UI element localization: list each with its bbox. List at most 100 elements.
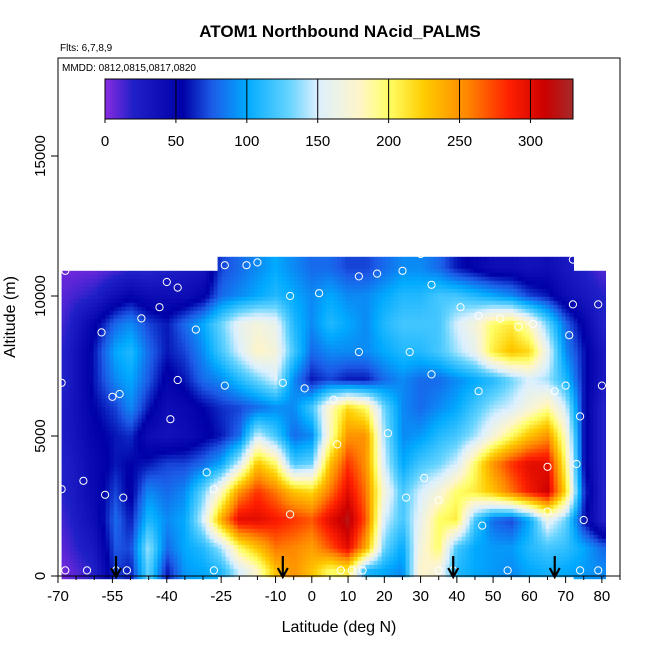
heatmap-cell — [117, 574, 122, 580]
heatmap-cell — [169, 286, 174, 292]
heatmap-cell — [125, 498, 130, 504]
heatmap-cell — [89, 310, 94, 316]
heatmap-cell — [309, 572, 314, 578]
heatmap-cell — [149, 302, 154, 308]
heatmap-cell — [169, 374, 174, 380]
heatmap-cell — [137, 362, 142, 368]
heatmap-cell — [69, 386, 74, 392]
heatmap-cell — [241, 512, 246, 518]
heatmap-cell — [185, 446, 190, 452]
heatmap-cell — [137, 386, 142, 392]
heatmap-cell — [121, 278, 126, 284]
heatmap-cell — [237, 328, 242, 334]
heatmap-cell — [85, 530, 90, 536]
heatmap-cell — [161, 398, 166, 404]
heatmap-cell — [169, 358, 174, 364]
heatmap-cell — [81, 314, 86, 320]
heatmap-cell — [137, 518, 142, 524]
heatmap-cell — [285, 276, 290, 282]
heatmap-cell — [305, 376, 310, 382]
heatmap-cell — [245, 348, 250, 354]
heatmap-cell — [273, 444, 278, 450]
heatmap-cell — [273, 400, 278, 406]
heatmap-cell — [297, 328, 302, 334]
heatmap-cell — [129, 378, 134, 384]
heatmap-cell — [161, 394, 166, 400]
heatmap-cell — [189, 558, 194, 564]
heatmap-cell — [289, 496, 294, 502]
heatmap-cell — [213, 446, 218, 452]
heatmap-cell — [265, 412, 270, 418]
heatmap-cell — [153, 534, 158, 540]
heatmap-cell — [145, 470, 150, 476]
heatmap-cell — [137, 334, 142, 340]
heatmap-cell — [141, 334, 146, 340]
heatmap-cell — [241, 456, 246, 462]
heatmap-cell — [281, 320, 286, 326]
heatmap-cell — [69, 470, 74, 476]
heatmap-cell — [237, 384, 242, 390]
heatmap-cell — [305, 556, 310, 562]
heatmap-cell — [233, 396, 238, 402]
heatmap-cell — [297, 568, 302, 574]
heatmap-cell — [217, 456, 222, 462]
heatmap-cell — [293, 544, 298, 550]
heatmap-cell — [213, 410, 218, 416]
heatmap-cell — [173, 298, 178, 304]
heatmap-cell — [273, 424, 278, 430]
heatmap-cell — [177, 458, 182, 464]
heatmap-cell — [209, 358, 214, 364]
heatmap-cell — [129, 518, 134, 524]
heatmap-cell — [241, 356, 246, 362]
heatmap-cell — [293, 324, 298, 330]
heatmap-cell — [145, 382, 150, 388]
heatmap-cell — [109, 454, 114, 460]
heatmap-cell — [249, 416, 254, 422]
heatmap-cell — [225, 428, 230, 434]
heatmap-cell — [165, 462, 170, 468]
heatmap-cell — [309, 412, 314, 418]
heatmap-cell — [213, 326, 218, 332]
heatmap-cell — [85, 410, 90, 416]
heatmap-cell — [213, 462, 218, 468]
heatmap-cell — [205, 318, 210, 324]
heatmap-cell — [93, 302, 98, 308]
heatmap-cell — [97, 538, 102, 544]
heatmap-cell — [301, 564, 306, 570]
heatmap-cell — [253, 544, 258, 550]
heatmap-cell — [93, 374, 98, 380]
heatmap-cell — [141, 482, 146, 488]
heatmap-cell — [257, 356, 262, 362]
heatmap-cell — [181, 358, 186, 364]
heatmap-cell — [189, 394, 194, 400]
heatmap-cell — [157, 310, 162, 316]
heatmap-cell — [253, 404, 258, 410]
heatmap-cell — [301, 560, 306, 566]
heatmap-cell — [265, 468, 270, 474]
heatmap-cell — [293, 272, 298, 278]
heatmap-cell — [273, 296, 278, 302]
heatmap-cell — [309, 260, 314, 266]
heatmap-cell — [69, 438, 74, 444]
heatmap-cell — [253, 272, 258, 278]
heatmap-cell — [269, 436, 274, 442]
heatmap-cell — [125, 494, 130, 500]
heatmap-cell — [225, 268, 230, 274]
heatmap-cell — [241, 384, 246, 390]
heatmap-cell — [81, 454, 86, 460]
heatmap-cell — [85, 434, 90, 440]
heatmap-cell — [177, 430, 182, 436]
heatmap-cell — [153, 470, 158, 476]
heatmap-cell — [237, 420, 242, 426]
heatmap-cell — [305, 432, 310, 438]
heatmap-cell — [281, 276, 286, 282]
heatmap-cell — [101, 546, 106, 552]
heatmap-cell — [249, 520, 254, 526]
heatmap-cell — [85, 506, 90, 512]
heatmap-cell — [209, 498, 214, 504]
heatmap-cell — [245, 544, 250, 550]
heatmap-cell — [257, 260, 262, 266]
heatmap-cell — [121, 486, 126, 492]
heatmap-cell — [113, 434, 118, 440]
heatmap-cell — [261, 280, 266, 286]
